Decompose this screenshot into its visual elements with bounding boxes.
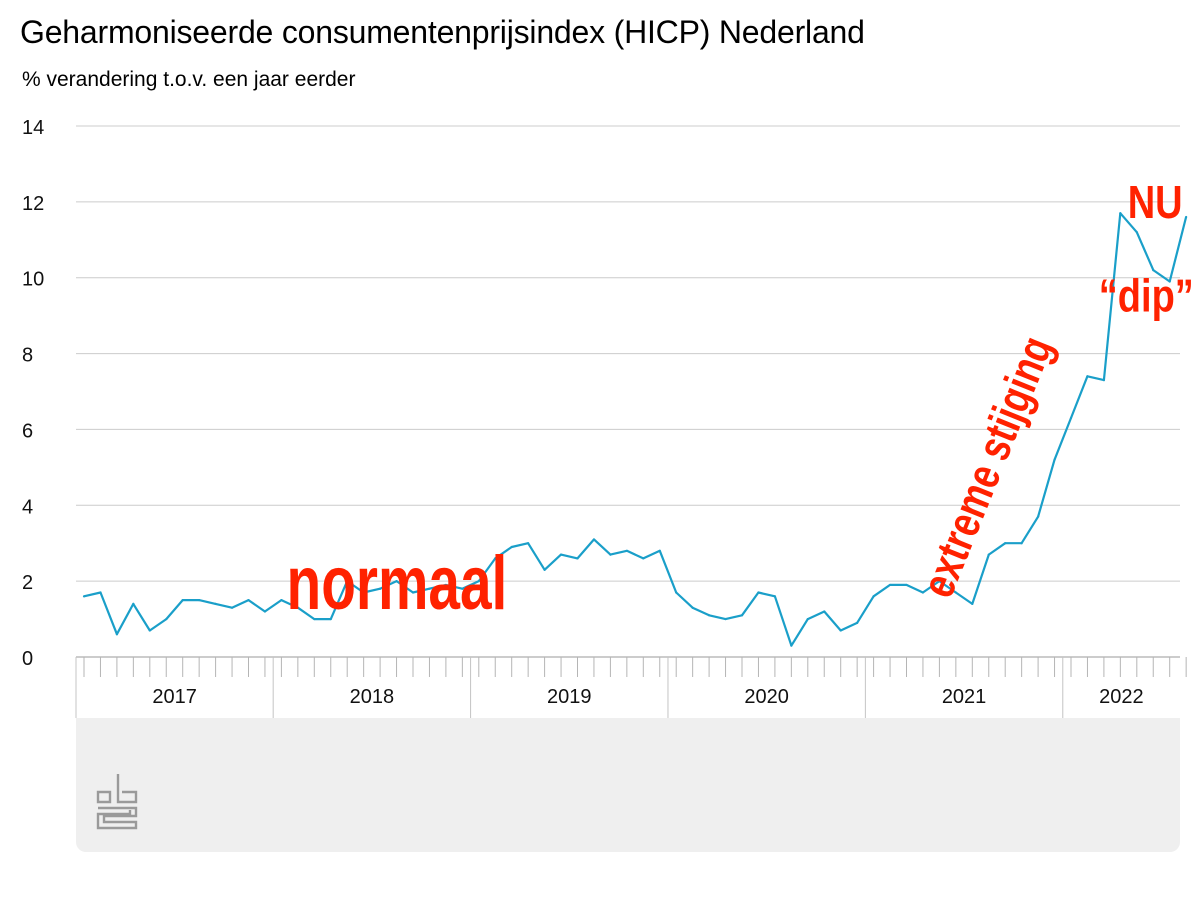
data-point (296, 606, 299, 609)
data-point (379, 587, 382, 590)
data-point (921, 591, 925, 594)
data-point (510, 545, 513, 549)
annotation-nu: NU (1128, 176, 1183, 227)
data-point (872, 595, 875, 598)
data-point (757, 591, 760, 594)
data-point (691, 606, 694, 609)
chart-title: Geharmoniseerde consumentenprijsindex (H… (20, 14, 865, 50)
data-point (1168, 280, 1171, 283)
data-point (132, 602, 135, 606)
data-point (559, 553, 563, 556)
data-point (708, 614, 711, 617)
grid-layer (76, 125, 1180, 658)
data-point (280, 599, 283, 602)
data-point (823, 610, 826, 613)
data-point (576, 557, 579, 560)
x-axis: 2017 2018 2019 2020 2021 2022 (75, 657, 1187, 718)
x-year-label: 2019 (547, 686, 592, 708)
footer-panel (76, 718, 1180, 852)
data-point (625, 549, 628, 552)
annotation-dip: “dip” (1099, 270, 1194, 321)
data-point (740, 614, 744, 617)
data-point (165, 617, 168, 621)
y-tick-label: 12 (22, 193, 44, 215)
data-point (1086, 375, 1089, 378)
data-point (888, 583, 892, 587)
data-point (1004, 542, 1007, 545)
x-year-label: 2017 (152, 686, 197, 708)
data-point (198, 599, 201, 602)
y-tick-label: 6 (22, 420, 33, 442)
data-point (839, 629, 842, 632)
data-point (642, 557, 645, 560)
data-point (428, 587, 431, 590)
data-point (395, 580, 398, 583)
data-point (477, 580, 480, 583)
data-point (1020, 542, 1023, 545)
data-point (971, 602, 974, 606)
data-point (773, 595, 777, 598)
data-point (181, 599, 184, 602)
data-point (1152, 269, 1155, 272)
y-tick-label: 0 (22, 648, 33, 670)
data-point (1053, 458, 1056, 461)
data-point (1069, 416, 1073, 420)
y-tick-label: 4 (22, 496, 33, 518)
data-point (675, 591, 678, 594)
data-point (938, 580, 941, 583)
y-tick-label: 10 (22, 269, 44, 291)
data-point (230, 606, 234, 609)
chart-subtitle: % verandering t.o.v. een jaar eerder (22, 68, 356, 91)
data-point (148, 629, 151, 632)
data-point (543, 568, 546, 571)
data-point (263, 610, 267, 613)
data-point (1102, 379, 1105, 382)
x-year-label: 2018 (350, 686, 395, 708)
data-point (1037, 515, 1040, 518)
data-point (82, 595, 86, 598)
series-line (83, 212, 1188, 647)
data-point (329, 617, 332, 621)
data-point (444, 583, 447, 587)
y-tick-label: 8 (22, 345, 33, 367)
data-point (856, 621, 859, 624)
annotation-normaal: normaal (287, 541, 508, 626)
data-point (99, 591, 102, 594)
data-point (658, 549, 661, 552)
data-point (1119, 212, 1122, 215)
series-layer (82, 212, 1188, 647)
data-point (1185, 215, 1188, 219)
data-point (987, 553, 990, 556)
y-tick-label: 2 (22, 572, 33, 594)
data-point (362, 591, 365, 594)
data-point (247, 599, 250, 602)
data-point (214, 602, 217, 606)
x-year-label: 2020 (744, 686, 789, 708)
x-year-label: 2021 (942, 686, 987, 708)
y-tick-label: 14 (22, 117, 44, 139)
data-point (724, 617, 727, 621)
data-point (115, 633, 118, 636)
data-point (954, 591, 957, 594)
x-year-label: 2022 (1099, 686, 1144, 708)
data-point (346, 580, 349, 583)
data-point (592, 538, 596, 541)
annotations-layer: normaal extreme stijging“dip”NU (287, 176, 1194, 625)
data-point (494, 557, 497, 560)
data-point (411, 591, 415, 594)
data-point (313, 617, 316, 621)
cbs-logo-icon (96, 774, 138, 830)
data-point (806, 617, 809, 621)
y-tick-labels: 0 2 4 6 8 10 12 14 (22, 117, 44, 670)
data-point (461, 587, 464, 590)
data-point (790, 644, 793, 647)
data-point (609, 553, 612, 556)
data-point (905, 583, 908, 587)
data-point (1135, 231, 1138, 234)
data-point (527, 542, 530, 545)
